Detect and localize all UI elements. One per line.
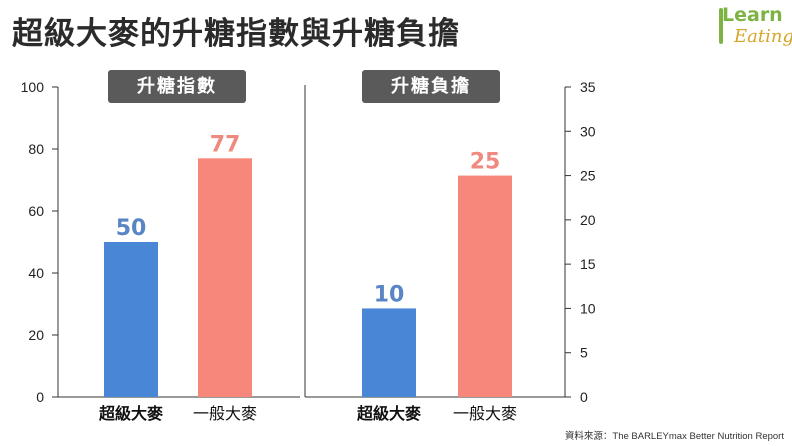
panel-title-gl: 升糖負擔: [362, 70, 500, 103]
data-label-1-1: 25: [470, 150, 501, 175]
y-tick-label-1-4: 20: [580, 212, 596, 228]
y-tick-label-1-5: 25: [580, 168, 596, 184]
category-label-0-1: 一般大麥: [193, 404, 257, 423]
data-label-0-0: 50: [116, 216, 147, 241]
y-tick-label-0-2: 40: [28, 265, 44, 281]
bar-1-0: [362, 308, 416, 397]
y-tick-label-0-5: 100: [21, 79, 45, 95]
logo-line1: Learn: [722, 4, 783, 26]
category-label-1-1: 一般大麥: [453, 404, 517, 423]
y-tick-label-1-1: 5: [580, 345, 588, 361]
source-note: 資料來源：The BARLEYmax Better Nutrition Repo…: [564, 431, 784, 442]
data-label-0-1: 77: [210, 132, 241, 157]
learn-eating-logo: Learn Eating: [716, 4, 792, 56]
bar-1-1: [458, 175, 512, 397]
y-tick-label-0-4: 80: [28, 141, 44, 157]
y-tick-label-1-0: 0: [580, 389, 588, 405]
chart-title: 超級大麥的升糖指數與升糖負擔: [12, 16, 460, 52]
data-label-1-0: 10: [374, 282, 405, 307]
bar-0-1: [198, 158, 252, 397]
y-tick-label-1-2: 10: [580, 300, 596, 316]
y-tick-label-0-0: 0: [36, 389, 44, 405]
y-tick-label-0-3: 60: [28, 203, 44, 219]
bar-0-0: [104, 242, 158, 397]
panel-title-gi: 升糖指數: [108, 70, 246, 103]
y-tick-label-1-7: 35: [580, 79, 596, 95]
category-label-1-0: 超級大麥: [356, 404, 422, 423]
logo-bar: [719, 8, 723, 44]
y-tick-label-1-3: 15: [580, 256, 596, 272]
y-tick-label-1-6: 30: [580, 123, 596, 139]
logo-line2: Eating: [734, 26, 792, 47]
category-label-0-0: 超級大麥: [98, 404, 164, 423]
y-tick-label-0-1: 20: [28, 327, 44, 343]
